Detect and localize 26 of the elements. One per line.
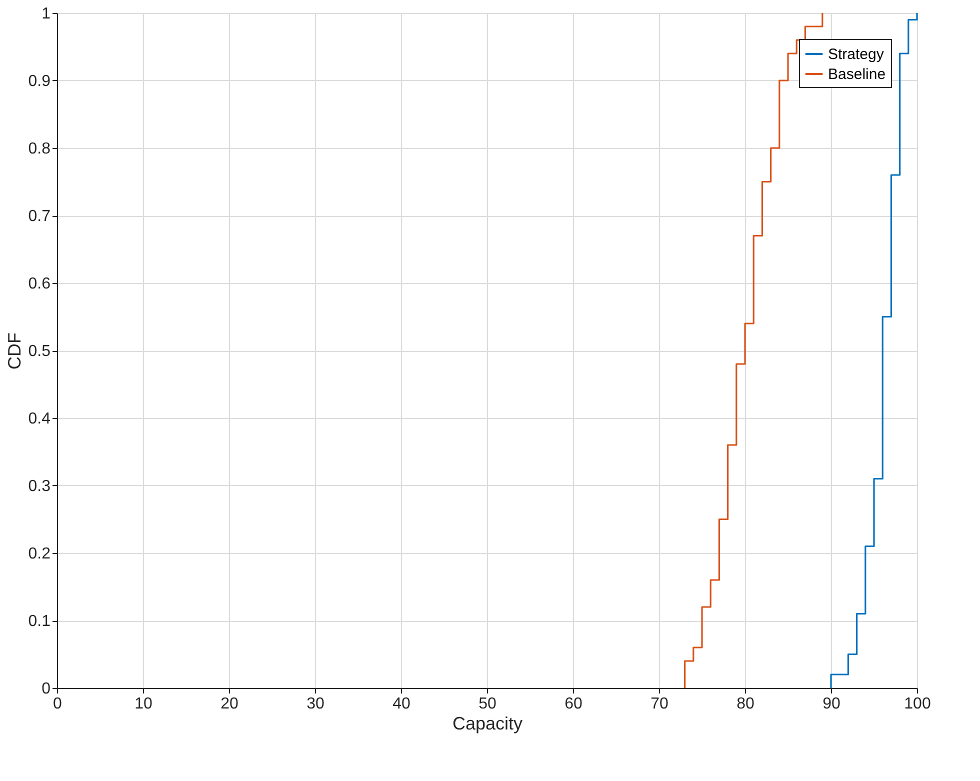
- y-tick-label: 0.4: [28, 410, 51, 428]
- y-tick-label: 0: [42, 680, 51, 698]
- y-tick-label: 0.5: [28, 343, 51, 360]
- x-tick-label: 60: [564, 696, 582, 712]
- y-tick-label: 1: [42, 6, 51, 22]
- x-tick-label: 100: [904, 696, 931, 712]
- y-tick-label: 0.9: [28, 73, 51, 90]
- y-tick-label: 0.6: [28, 276, 51, 292]
- x-tick-label: 0: [53, 696, 62, 712]
- y-tick-label: 0.7: [28, 208, 51, 225]
- legend-label: Strategy: [828, 46, 884, 63]
- x-tick-label: 70: [650, 696, 668, 712]
- y-tick-label: 0.2: [28, 546, 51, 562]
- x-tick-label: 50: [478, 696, 496, 712]
- y-axis-title: CDF: [4, 332, 24, 370]
- y-tick-label: 0.8: [28, 140, 51, 158]
- x-tick-label: 30: [306, 696, 324, 712]
- x-tick-label: 80: [736, 696, 754, 712]
- x-tick-label: 20: [220, 696, 238, 712]
- x-tick-label: 10: [134, 696, 152, 712]
- legend-label: Baseline: [828, 66, 886, 83]
- y-tick-label: 0.1: [28, 613, 51, 630]
- x-tick-label: 40: [392, 696, 410, 712]
- x-axis-title: Capacity: [452, 714, 523, 734]
- x-tick-label: 90: [822, 696, 840, 712]
- y-tick-label: 0.3: [28, 478, 51, 495]
